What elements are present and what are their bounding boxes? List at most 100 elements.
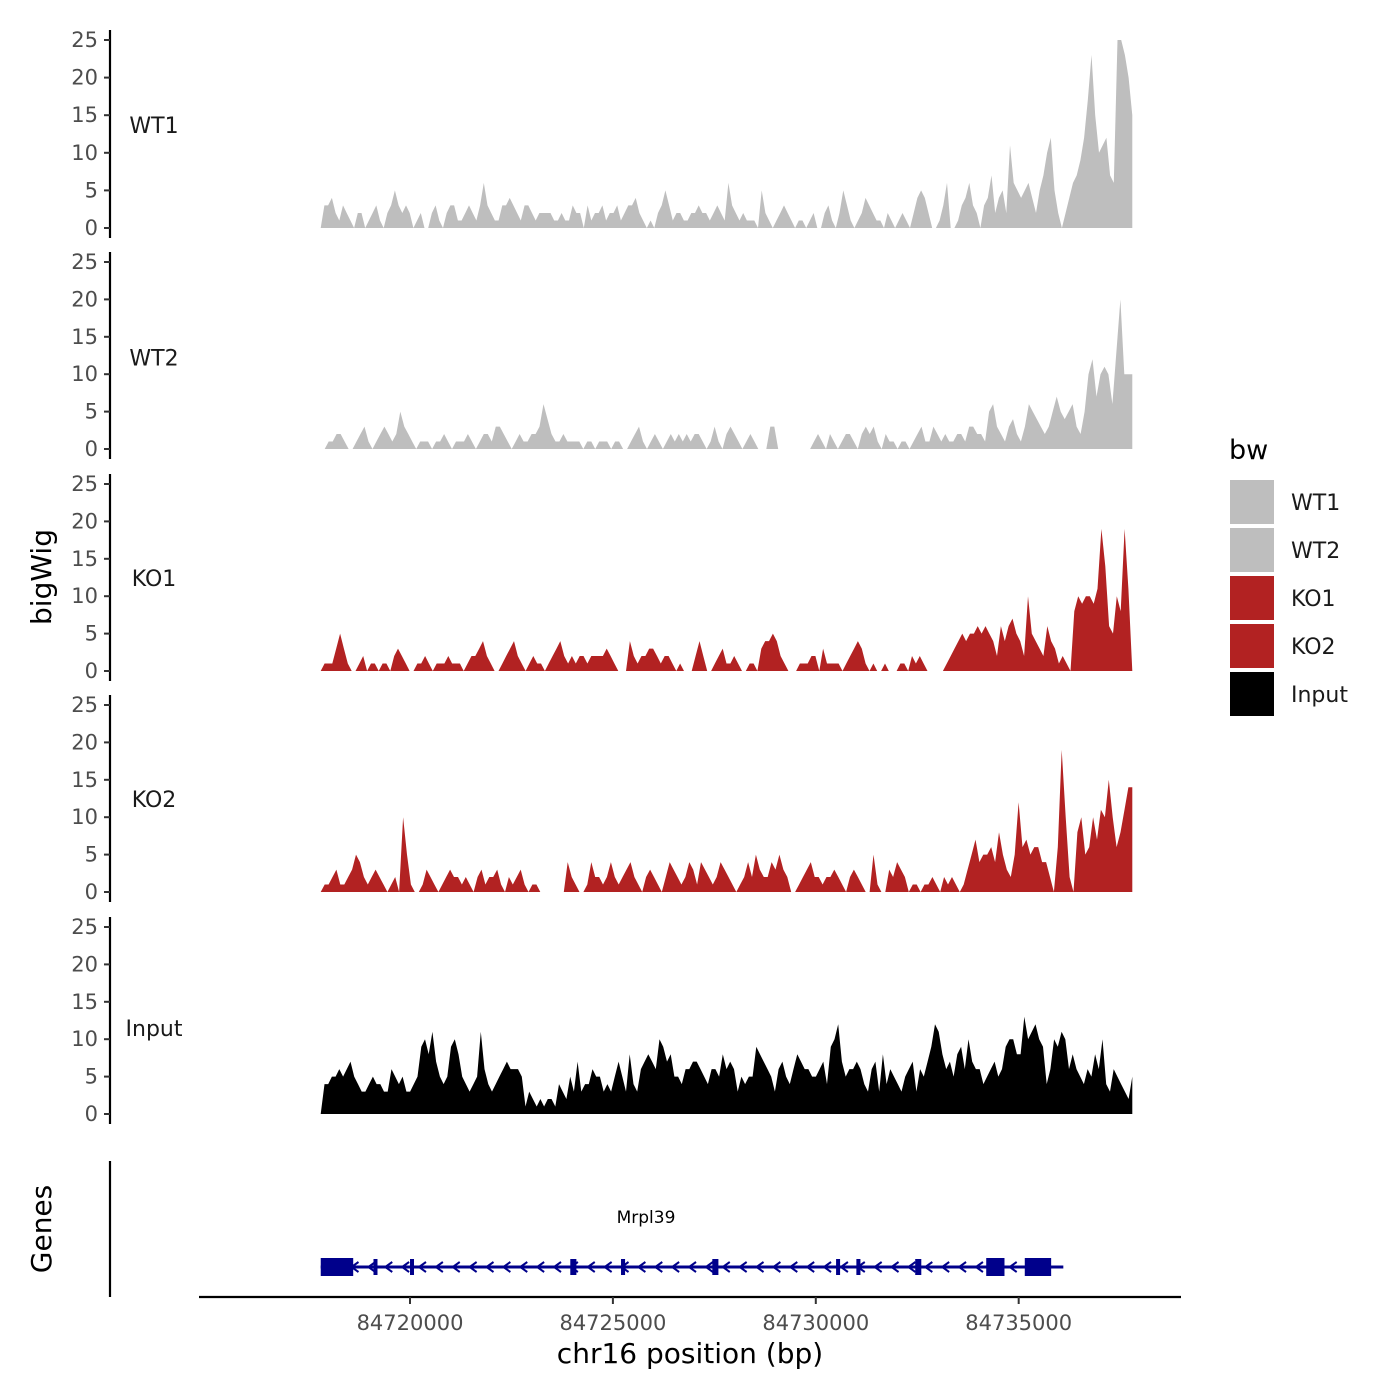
gene-exon [1024,1258,1052,1276]
y-tick-label: 15 [71,103,98,127]
strand-arrow [484,1261,495,1273]
strand-arrow [518,1261,528,1273]
track-label: Input [126,1017,183,1042]
x-tick-label: 84725000 [559,1311,666,1335]
y-tick-label: 10 [71,141,98,165]
strand-arrow [586,1261,596,1273]
y-tick-label: 0 [85,659,98,683]
y-tick-label: 5 [85,178,98,202]
axis-titles: bigWig Genes chr16 position (bp) [25,529,823,1370]
y-tick-label: 25 [71,693,98,717]
strand-arrow [754,1261,765,1273]
x-axis-title: chr16 position (bp) [557,1337,823,1370]
gene-exon [320,1258,354,1276]
strand-arrow [636,1261,646,1273]
gene-exon [570,1259,577,1275]
y-tick-label: 25 [71,28,98,52]
coverage-area-wt1 [320,40,1133,228]
y-tick-label: 0 [85,1102,98,1126]
strand-arrow [940,1261,950,1273]
gene-exon [712,1259,719,1275]
y-tick-label: 15 [71,547,98,571]
y-tick-label: 10 [71,584,98,608]
strand-arrow [788,1261,798,1273]
strand-arrow [366,1261,376,1273]
y-tick-label: 5 [85,400,98,424]
x-axis: 84720000 84725000 84730000 84735000 [199,1295,1181,1335]
y-tick-label: 5 [85,843,98,867]
gene-exon [915,1259,922,1275]
bigwig-tracks: 0510152025WT10510152025WT20510152025KO10… [71,28,1133,1126]
strand-arrow [721,1261,731,1273]
x-tick-label: 84720000 [357,1311,464,1335]
y-tick-label: 20 [71,287,98,311]
x-tick-label: 84735000 [965,1311,1072,1335]
x-tick-label: 84730000 [762,1311,869,1335]
strand-arrow [467,1261,478,1273]
strand-arrow [923,1261,933,1273]
strand-arrow [434,1261,444,1273]
y-tick-label: 20 [71,509,98,533]
track-wt2: 0 5 10 15 20 25 WT2 [71,250,1133,461]
coverage-area-ko1 [320,528,1133,671]
coverage-area-ko2 [320,749,1133,892]
y-tick-label: 25 [71,250,98,274]
strand-arrow [771,1261,781,1273]
legend-label: WT1 [1291,491,1340,516]
track-label: WT2 [129,347,178,372]
y-axis-title: bigWig [25,529,58,625]
gene-exon [410,1259,415,1275]
y-tick-label: 15 [71,325,98,349]
track-ko2: 0 5 10 15 20 25 KO2 [71,693,1133,904]
genes-panel: Mrpl39 [108,1161,1064,1297]
y-tick-label: 25 [71,915,98,939]
track-label: KO1 [132,567,177,592]
y-tick-label: 10 [71,805,98,829]
legend-key-wt1 [1230,480,1274,524]
strand-arrow [704,1261,714,1273]
gene-exon [856,1259,861,1275]
gene-exon [373,1259,378,1275]
y-tick-label: 0 [85,216,98,240]
legend: bw WT1 WT2 KO1 KO2 Input [1229,435,1348,716]
y-tick-label: 20 [71,952,98,976]
track-ko1: 0 5 10 15 20 25 KO1 [71,472,1133,683]
strand-arrow [653,1261,663,1273]
y-tick-label: 5 [85,1065,98,1089]
strand-arrow [687,1261,697,1273]
strand-arrow [839,1261,849,1273]
track-wt1: 0 5 10 15 20 25 WT1 [71,28,1133,240]
strand-arrow [501,1261,511,1273]
y-tick-label: 25 [71,472,98,496]
track-label: KO2 [132,788,177,813]
gene-exon [836,1259,841,1275]
strand-arrow [383,1261,393,1273]
strand-arrow [417,1261,427,1273]
coverage-area-input [320,1016,1133,1114]
y-tick-label: 15 [71,768,98,792]
y-tick-label: 5 [85,622,98,646]
strand-arrow [552,1261,562,1273]
strand-arrow [957,1261,967,1273]
legend-label: KO2 [1291,635,1336,660]
genes-axis-title: Genes [25,1185,58,1273]
y-tick-label: 10 [71,1027,98,1051]
strand-arrow [737,1261,748,1273]
strand-arrow [602,1261,613,1273]
strand-arrow [906,1261,917,1273]
track-label: WT1 [129,114,178,139]
gene-name-label: Mrpl39 [617,1208,676,1228]
legend-title: bw [1229,435,1268,466]
legend-key-input [1230,672,1274,716]
strand-arrow [805,1261,815,1273]
track-input: 0 5 10 15 20 25 Input [71,915,1133,1126]
strand-arrow [400,1261,410,1273]
strand-arrow [872,1261,883,1273]
legend-label: KO1 [1291,587,1336,612]
y-tick-label: 0 [85,437,98,461]
strand-arrow [974,1261,984,1273]
strand-arrow [889,1261,900,1273]
y-tick-label: 20 [71,66,98,90]
